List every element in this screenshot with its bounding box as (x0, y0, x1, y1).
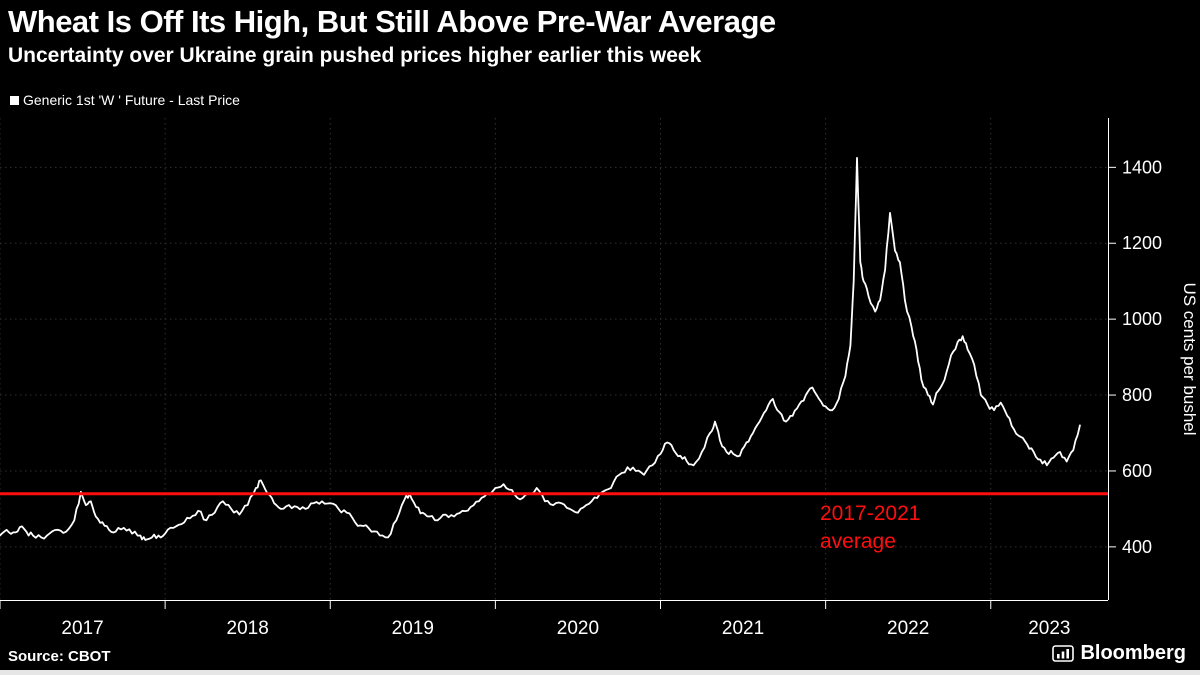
bottom-edge-strip (0, 670, 1200, 675)
average-annotation-line1: 2017-2021 (820, 502, 921, 525)
y-tick-label: 800 (1122, 385, 1152, 405)
bloomberg-logo-text: Bloomberg (1080, 642, 1186, 664)
bloomberg-logo-icon (1052, 645, 1075, 662)
y-axis-title: US cents per bushel (1180, 282, 1199, 435)
legend-series-label: Generic 1st 'W ' Future - Last Price (23, 92, 240, 108)
legend-series-marker-icon (10, 95, 19, 105)
x-tick-label: 2020 (557, 618, 599, 639)
bloomberg-logo: Bloomberg (1052, 642, 1186, 665)
legend: Generic 1st 'W ' Future - Last Price (10, 92, 240, 108)
page-title: Wheat Is Off Its High, But Still Above P… (8, 4, 776, 39)
average-annotation-line2: average (820, 530, 896, 553)
y-tick-label: 600 (1122, 461, 1152, 481)
average-annotation: 2017-2021 average (820, 500, 920, 556)
x-tick-label: 2017 (61, 618, 103, 639)
page-subtitle: Uncertainty over Ukraine grain pushed pr… (8, 44, 702, 67)
y-tick-label: 400 (1122, 537, 1152, 557)
x-tick-label: 2023 (1028, 618, 1070, 639)
x-tick-label: 2021 (722, 618, 764, 639)
x-tick-label: 2022 (887, 618, 929, 639)
source-label: Source: CBOT (8, 648, 111, 665)
price-line (0, 157, 1081, 541)
x-tick-label: 2019 (392, 618, 434, 639)
y-tick-label: 1200 (1122, 233, 1162, 253)
y-tick-label: 1400 (1122, 157, 1162, 177)
y-tick-label: 1000 (1122, 309, 1162, 329)
x-tick-label: 2018 (227, 618, 269, 639)
